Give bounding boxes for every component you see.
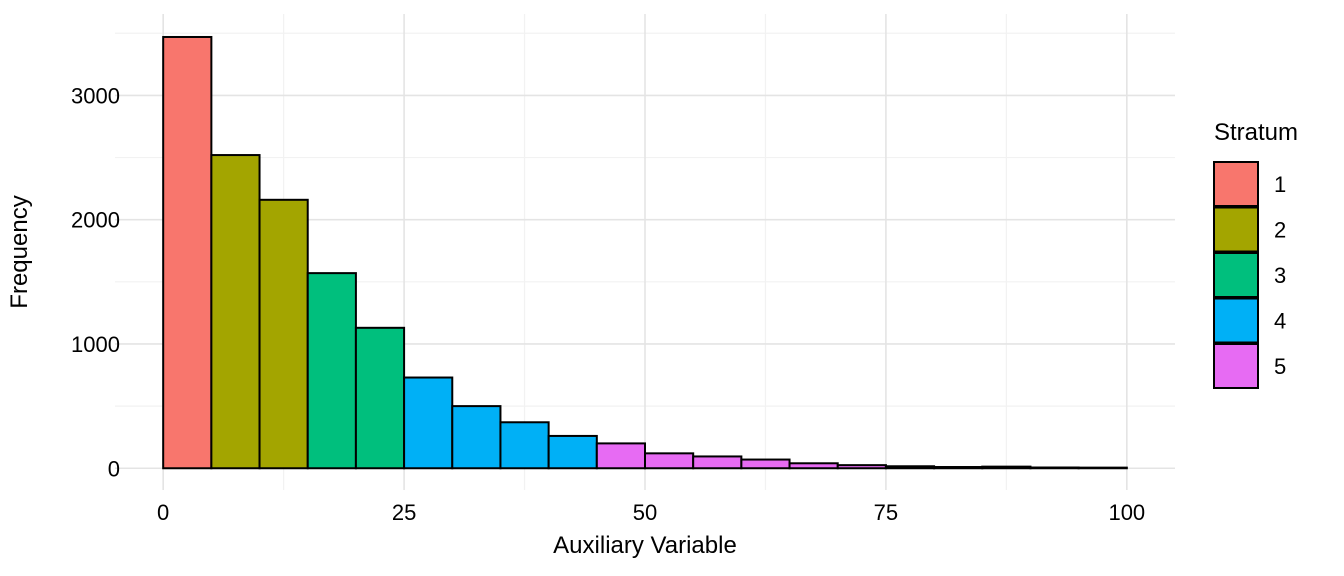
- histogram-bar: [933, 466, 984, 470]
- histogram-bar: [499, 421, 550, 470]
- histogram-bar: [306, 272, 357, 470]
- legend-label-stratum-5: 5: [1274, 354, 1286, 379]
- legend-label-stratum-1: 1: [1274, 172, 1286, 197]
- histogram-bar: [1077, 466, 1128, 470]
- histogram-bar: [788, 462, 839, 470]
- legend-label-stratum-4: 4: [1274, 309, 1286, 334]
- y-tick-label: 2000: [71, 208, 120, 233]
- y-axis-tick-labels: 0 1000 2000 3000: [71, 83, 120, 481]
- x-tick-label: 75: [874, 500, 898, 525]
- y-tick-label: 0: [108, 456, 120, 481]
- legend-swatch-stratum-1: [1213, 161, 1259, 207]
- y-axis-title: Frequency: [6, 195, 33, 308]
- legend-swatch-stratum-3: [1213, 252, 1259, 298]
- x-axis-title: Auxiliary Variable: [553, 532, 737, 559]
- legend-keys: 1 2 3 4 5: [1213, 161, 1286, 389]
- histogram-bar: [595, 442, 646, 470]
- histogram-bar: [644, 452, 695, 470]
- legend: Stratum 1 2 3 4 5: [1213, 119, 1298, 389]
- legend-swatch-stratum-4: [1213, 297, 1259, 344]
- x-tick-label: 100: [1108, 500, 1145, 525]
- legend-title: Stratum: [1214, 119, 1298, 146]
- histogram-bar: [354, 326, 406, 470]
- x-tick-label: 25: [392, 500, 416, 525]
- histogram-bar: [884, 465, 936, 470]
- histogram-bar: [692, 455, 743, 470]
- legend-label-stratum-3: 3: [1274, 263, 1286, 288]
- histogram-bar: [403, 376, 454, 470]
- bars-group: [162, 35, 1128, 470]
- legend-swatch-stratum-2: [1213, 206, 1259, 253]
- x-tick-label: 50: [633, 500, 657, 525]
- x-tick-label: 0: [157, 500, 169, 525]
- histogram-bar: [258, 198, 309, 470]
- histogram-bar: [1029, 466, 1080, 470]
- y-tick-label: 1000: [71, 332, 120, 357]
- x-axis-tick-labels: 0 25 50 75 100: [157, 500, 1145, 525]
- legend-label-stratum-2: 2: [1274, 218, 1286, 243]
- histogram-bar: [451, 405, 502, 470]
- histogram-bar: [740, 458, 791, 470]
- histogram-bar: [981, 465, 1032, 470]
- histogram-bar: [162, 35, 213, 470]
- y-tick-label: 3000: [71, 83, 120, 108]
- legend-swatch-stratum-5: [1213, 343, 1259, 389]
- histogram-bar: [210, 154, 261, 470]
- histogram-bar: [836, 464, 887, 470]
- histogram-bar: [547, 434, 598, 470]
